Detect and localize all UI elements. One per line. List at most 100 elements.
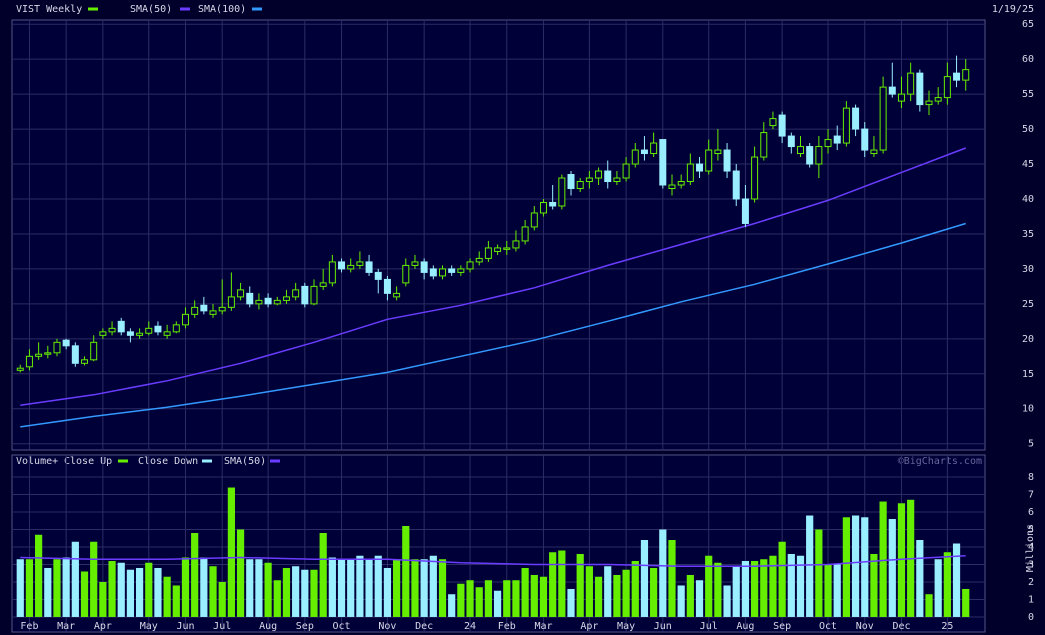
candle-body xyxy=(402,264,410,284)
x-tick-label: Sep xyxy=(296,621,314,632)
volume-bar xyxy=(861,517,869,617)
legend-label: Close Down xyxy=(138,456,198,467)
volume-bar xyxy=(842,517,850,617)
volume-bar xyxy=(659,529,667,617)
candle-body xyxy=(953,72,961,81)
candle-body xyxy=(484,247,492,259)
y-tick-label: 45 xyxy=(1022,159,1034,170)
price-panel xyxy=(11,19,986,451)
candle-body xyxy=(117,320,125,333)
volume-bar xyxy=(824,564,832,617)
candle-body xyxy=(108,327,116,333)
volume-bar xyxy=(99,581,107,617)
candle-body xyxy=(503,247,511,250)
y-tick-label: 8 xyxy=(1028,472,1034,483)
candle-body xyxy=(154,325,162,333)
legend-label: SMA(100) xyxy=(198,4,246,15)
y-tick-label: 40 xyxy=(1022,194,1034,205)
candle-body xyxy=(751,156,759,200)
volume-bar xyxy=(71,541,79,617)
x-tick-label: Oct xyxy=(333,621,351,632)
volume-bar xyxy=(493,590,502,617)
x-tick-label: Feb xyxy=(20,621,38,632)
volume-bar xyxy=(512,580,520,617)
volume-bar xyxy=(374,555,382,617)
volume-bar xyxy=(172,585,180,617)
candle-body xyxy=(677,181,685,186)
candle-body xyxy=(806,146,814,165)
candle-body xyxy=(714,149,722,155)
volume-bar xyxy=(530,574,538,617)
volume-bar xyxy=(218,581,226,617)
volume-bar xyxy=(806,515,814,617)
volume-bar xyxy=(466,580,474,617)
candle-body xyxy=(319,282,327,287)
y-tick-label: 5 xyxy=(1028,439,1034,450)
volume-bar xyxy=(723,585,731,617)
volume-bar xyxy=(347,559,355,617)
x-tick-label: Nov xyxy=(378,621,396,632)
volume-bar xyxy=(732,566,740,617)
volume-bar xyxy=(769,555,777,617)
volume-bar xyxy=(16,559,24,617)
volume-bar xyxy=(760,559,768,617)
candle-body xyxy=(227,296,235,308)
candle-body xyxy=(71,345,79,364)
volume-bar xyxy=(209,566,217,617)
candle-body xyxy=(962,69,970,81)
candle-body xyxy=(338,261,346,270)
candle-body xyxy=(494,247,502,252)
candle-body xyxy=(842,107,850,144)
volume-bar xyxy=(714,562,722,617)
candle-body xyxy=(659,139,667,186)
volume-bar xyxy=(319,533,327,617)
candle-body xyxy=(237,289,245,298)
candle-body xyxy=(595,170,603,179)
candle-body xyxy=(393,292,401,298)
volume-bar xyxy=(521,567,529,617)
y-tick-label: 5 xyxy=(1028,525,1034,536)
x-tick-label: Oct xyxy=(819,621,837,632)
volume-bar xyxy=(191,533,199,617)
x-tick-label: Aug xyxy=(259,621,277,632)
watermark: ©BigCharts.com xyxy=(898,456,982,467)
candle-body xyxy=(650,142,658,155)
volume-bar xyxy=(53,559,61,617)
x-tick-label: Apr xyxy=(580,621,598,632)
candle-body xyxy=(815,146,823,165)
volume-bar xyxy=(952,543,961,617)
x-tick-label: Mar xyxy=(534,621,552,632)
candle-body xyxy=(705,149,713,172)
candle-body xyxy=(310,285,318,305)
volume-bar xyxy=(705,555,713,617)
volume-bar xyxy=(420,559,428,617)
candle-body xyxy=(787,135,795,148)
volume-bar xyxy=(962,588,970,617)
volume-bar xyxy=(365,559,373,617)
y-tick-label: 1 xyxy=(1028,594,1034,605)
candle-body xyxy=(347,264,355,270)
sma-line xyxy=(20,554,966,567)
volume-bar xyxy=(879,501,887,617)
candle-body xyxy=(686,163,694,183)
volume-bar xyxy=(402,526,410,617)
volume-bar xyxy=(181,557,190,617)
volume-bar xyxy=(25,559,34,617)
candle-body xyxy=(732,170,740,200)
volume-bar xyxy=(686,574,694,617)
volume-bar xyxy=(301,569,309,617)
candle-body xyxy=(870,149,878,155)
candle-body xyxy=(136,332,144,336)
volume-bar xyxy=(393,559,401,617)
candle-body xyxy=(90,341,98,361)
y-tick-label: 4 xyxy=(1028,542,1034,553)
x-tick-label: Nov xyxy=(856,621,874,632)
y-axis-label: Millions xyxy=(1025,524,1036,572)
candle-body xyxy=(25,355,33,368)
x-tick-label: Aug xyxy=(736,621,754,632)
y-tick-label: 65 xyxy=(1022,19,1034,30)
volume-bar xyxy=(448,594,456,617)
volume-bar xyxy=(429,555,437,617)
x-tick-label: Mar xyxy=(57,621,75,632)
candle-body xyxy=(53,341,61,354)
